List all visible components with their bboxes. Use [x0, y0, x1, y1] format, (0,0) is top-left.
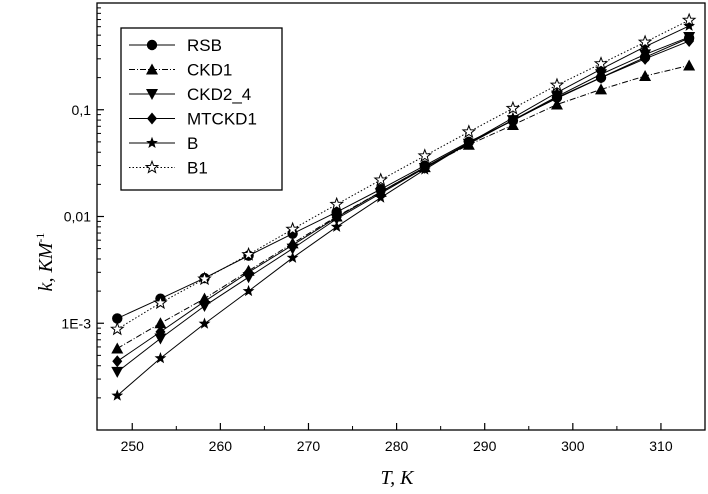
data-point [507, 111, 519, 123]
x-tick-label: 290 [473, 438, 497, 454]
data-point [684, 35, 695, 48]
data-point [198, 317, 211, 329]
y-axis-title-text: k, KM [35, 241, 57, 291]
data-point [329, 196, 344, 211]
legend-marker [146, 39, 158, 51]
legend-marker [146, 63, 158, 75]
data-point [197, 271, 212, 286]
data-point [593, 56, 609, 70]
data-point [330, 220, 343, 232]
data-point [551, 86, 563, 98]
data-point [287, 239, 298, 252]
legend-marker [144, 159, 160, 174]
legend-item-mtckd1: MTCKD1 [129, 110, 257, 129]
data-point [154, 333, 167, 345]
x-axis-ticks: 250 260 270 280 290 300 310 [121, 423, 706, 454]
y-axis-title: k, KM-1 [33, 233, 57, 292]
data-point [111, 342, 124, 354]
data-point [155, 325, 166, 338]
legend-item-rsb: RSB [129, 36, 222, 55]
legend-box [120, 27, 283, 191]
legend-label: B [187, 134, 198, 153]
legend-label: MTCKD1 [187, 110, 257, 129]
data-point [418, 163, 431, 175]
series-line [116, 40, 690, 362]
data-point [639, 40, 651, 52]
data-point [242, 284, 255, 297]
legend-item-ckd1: CKD1 [129, 61, 232, 80]
legend-label: B1 [187, 159, 208, 178]
data-point [639, 70, 652, 82]
data-point [374, 191, 387, 203]
x-tick-label: 300 [561, 438, 585, 454]
data-point [153, 295, 168, 310]
data-point [241, 246, 256, 261]
data-point [683, 19, 696, 31]
y-tick-label: 0,01 [64, 209, 91, 225]
data-point [112, 355, 123, 368]
legend: RSB CKD1 CKD2_4 MTCKD1 B B1 [120, 27, 283, 191]
series-line [116, 36, 690, 373]
series-line [117, 19, 690, 330]
data-point [683, 59, 696, 71]
data-point [286, 251, 299, 263]
legend-label: RSB [187, 36, 222, 55]
data-point [331, 211, 342, 224]
data-point [595, 83, 608, 95]
data-point [243, 266, 254, 279]
data-point [154, 352, 167, 364]
x-tick-label: 270 [297, 438, 321, 454]
data-point [640, 52, 651, 65]
data-point [111, 366, 124, 378]
data-point [373, 172, 388, 187]
y-axis-title-superscript: -1 [33, 233, 47, 243]
x-tick-label: 280 [385, 438, 409, 454]
data-point [596, 71, 607, 84]
series-line [116, 25, 690, 396]
data-point [154, 317, 167, 329]
data-point [110, 321, 125, 336]
y-tick-label: 0,1 [72, 102, 92, 118]
x-tick-label: 260 [209, 438, 233, 454]
legend-label: CKD2_4 [187, 85, 251, 104]
x-axis-title: T, K [381, 467, 416, 489]
x-tick-label: 250 [121, 438, 145, 454]
data-point [549, 77, 565, 92]
legend-label: CKD1 [187, 61, 232, 80]
x-tick-label: 310 [649, 438, 673, 454]
data-point [111, 389, 124, 401]
series-b [111, 19, 696, 401]
data-point [505, 100, 521, 115]
y-axis-ticks: 1E-3 0,01 0,1 [61, 7, 104, 399]
data-point [681, 12, 697, 27]
series-layer [110, 12, 697, 401]
svg-text:k, KM-1: k, KM-1 [33, 233, 57, 292]
data-point [462, 136, 475, 148]
legend-marker [146, 136, 158, 149]
data-point [461, 124, 477, 139]
series-b1 [110, 12, 697, 336]
data-point [199, 295, 210, 308]
data-point [285, 221, 300, 236]
legend-item-b1: B1 [129, 159, 208, 178]
legend-marker [147, 112, 157, 125]
y-tick-label: 1E-3 [61, 315, 91, 331]
data-point [637, 34, 653, 49]
legend-item-ckd2-4: CKD2_4 [129, 85, 251, 104]
legend-item-b: B [129, 134, 198, 153]
data-point [595, 62, 607, 75]
legend-marker [146, 89, 158, 100]
data-point [112, 313, 123, 324]
data-point [417, 148, 433, 163]
